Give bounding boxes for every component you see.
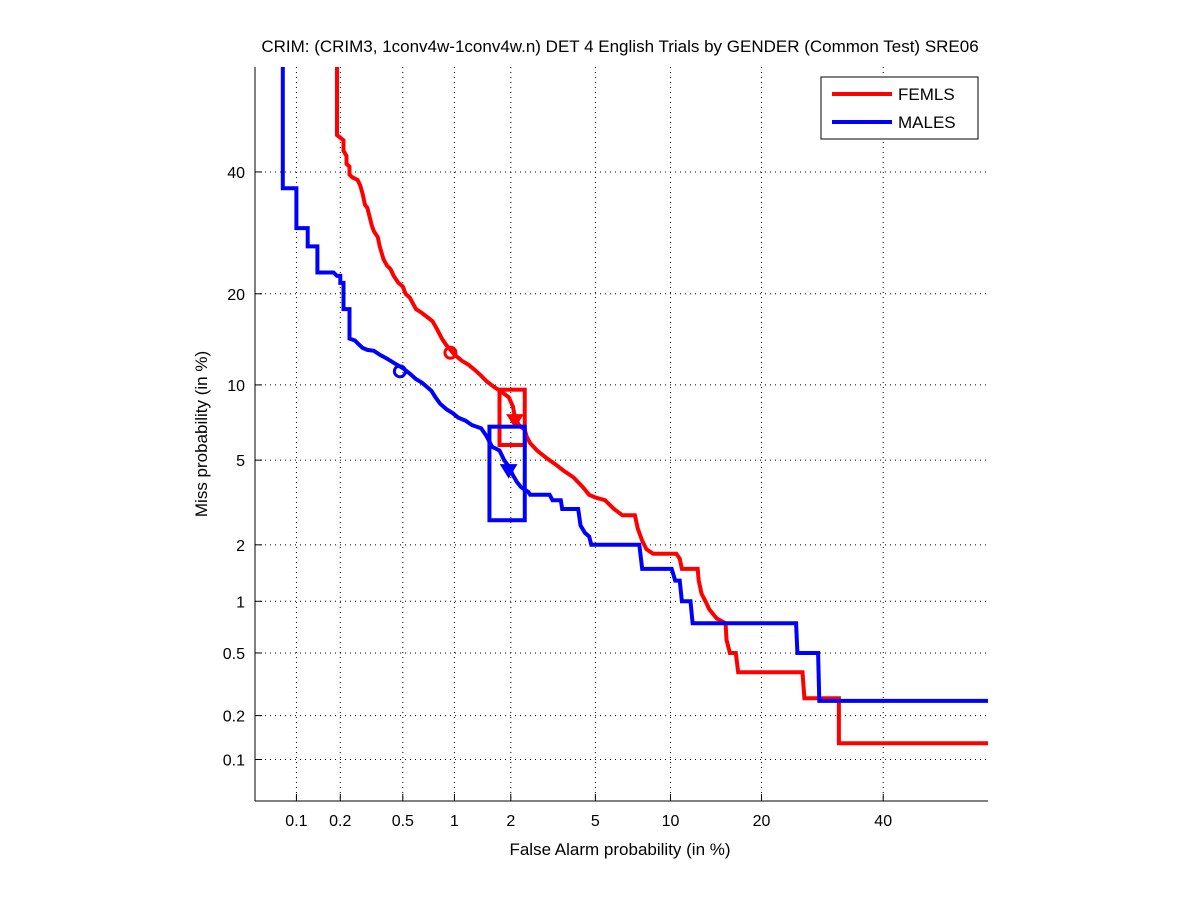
confidence-box-femls [497,387,527,448]
confidence-box-males [487,424,527,523]
x-tick-label: 1 [450,813,459,830]
y-tick-label: 0.2 [223,709,245,726]
legend-box [820,76,979,140]
x-tick-label: 0.5 [392,813,414,830]
x-tick-label: 0.1 [285,813,307,830]
min-dcf-marker-males [499,464,518,479]
series-layer [280,67,988,746]
y-tick-label: 2 [236,538,245,555]
min-dcf-marker-femls [506,414,524,429]
chart-title: CRIM: (CRIM3, 1conv4w-1conv4w.n) DET 4 E… [261,37,978,56]
det-curve-femls [335,67,988,746]
y-axis-label: Miss probability (in %) [192,351,211,517]
tick-layer: 0.1 0.2 0.5 1 2 5 10 20 40 0.1 0.2 0.5 1 2 5 10 20 40 [223,165,892,830]
x-tick-label: 10 [662,813,680,830]
actual-dcf-marker-males [392,364,407,379]
y-tick-label: 10 [227,378,245,395]
legend-label-males: MALES [898,113,956,132]
y-tick-label: 20 [227,287,245,304]
x-tick-label: 20 [753,813,771,830]
det-curve-males [280,67,988,703]
legend: FEMLS MALES [820,76,979,140]
y-tick-label: 0.1 [223,753,245,770]
y-tick-label: 0.5 [223,646,245,663]
legend-label-femls: FEMLS [898,85,955,104]
x-tick-label: 5 [591,813,600,830]
y-tick-label: 5 [236,453,245,470]
x-tick-label: 0.2 [329,813,351,830]
x-axis-label: False Alarm probability (in %) [509,840,730,859]
grid-layer [255,67,988,801]
actual-dcf-marker-femls [443,345,458,360]
y-tick-label: 40 [227,165,245,182]
y-tick-label: 1 [236,594,245,611]
x-tick-label: 40 [874,813,892,830]
x-tick-label: 2 [506,813,515,830]
